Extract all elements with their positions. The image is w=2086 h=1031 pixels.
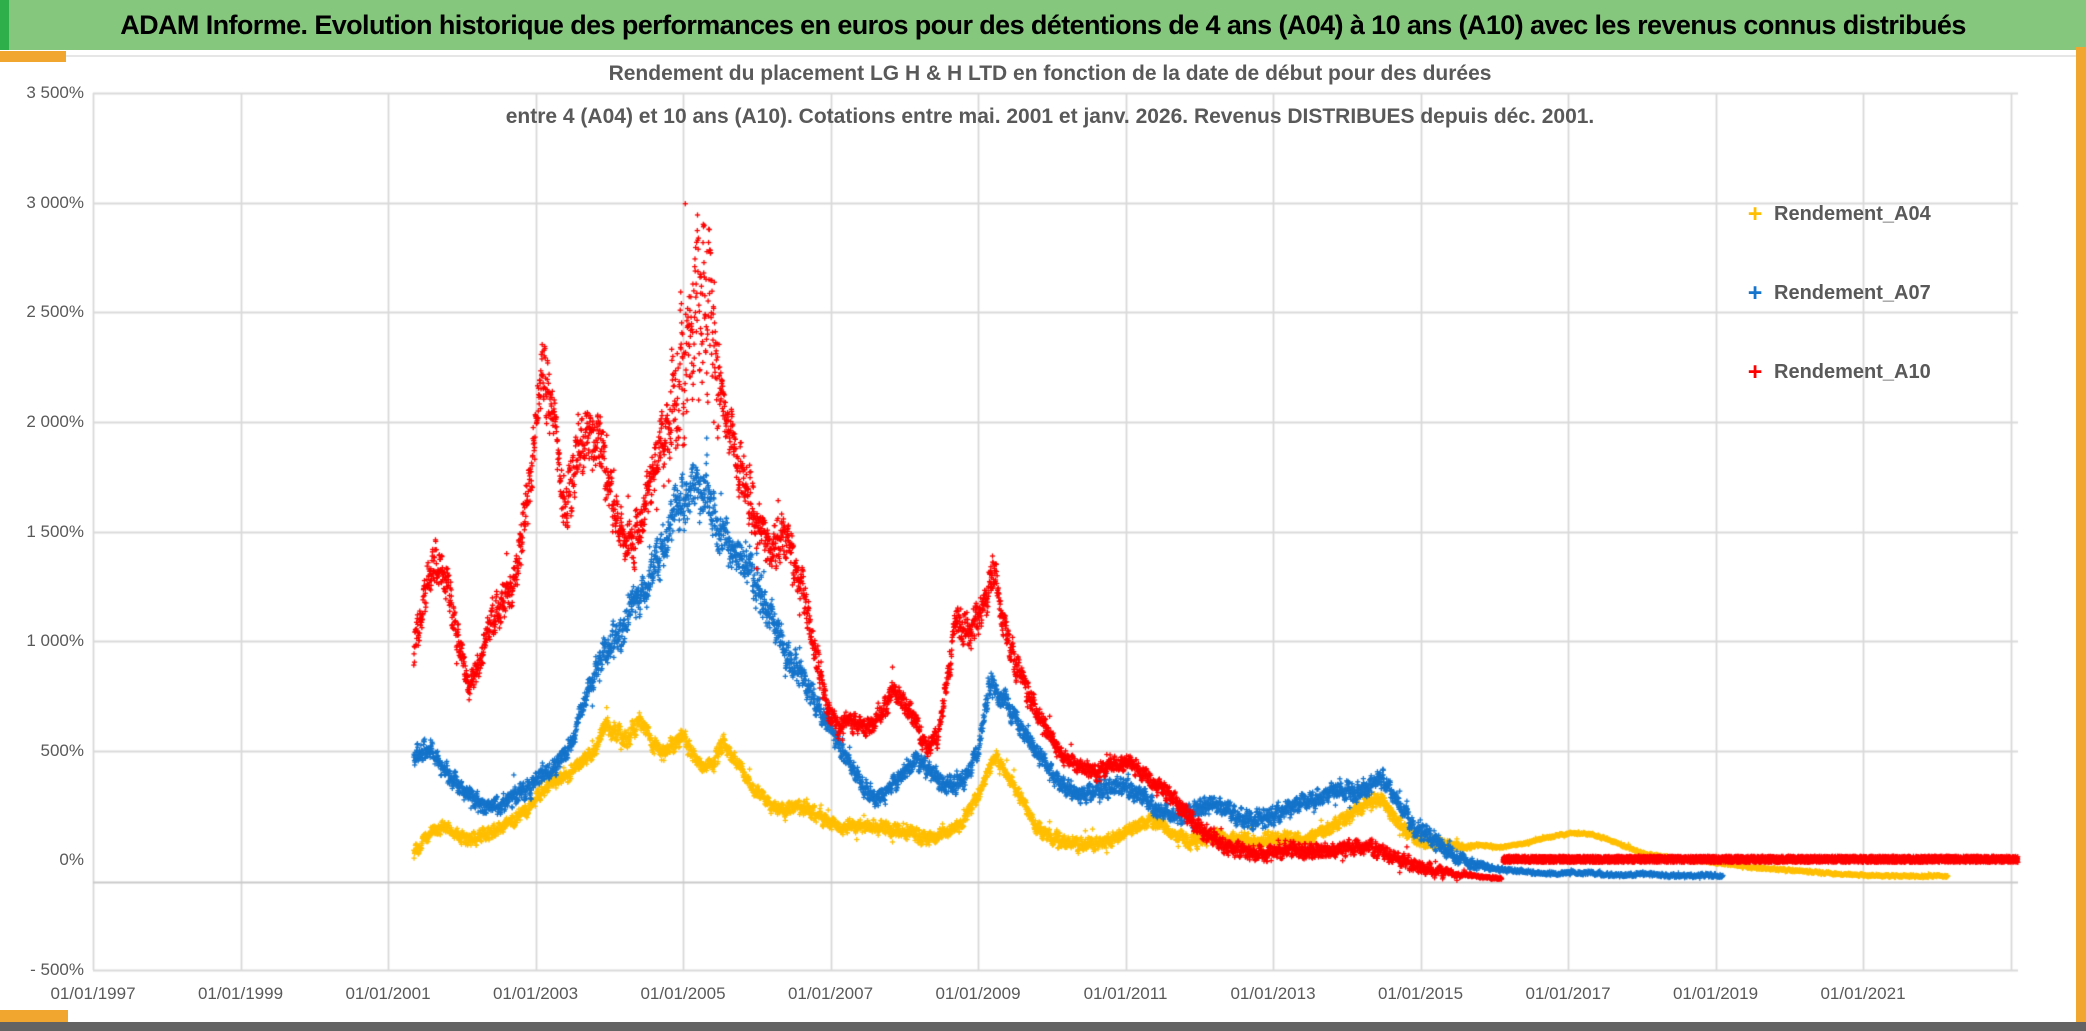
x-axis-tick-label: 01/01/2003 xyxy=(492,984,579,1003)
legend-item-rendement-a07[interactable]: + Rendement_A07 xyxy=(1742,275,1931,311)
legend-item-rendement-a04[interactable]: + Rendement_A04 xyxy=(1742,196,1931,232)
x-axis-tick-label: 01/01/2015 xyxy=(1377,984,1464,1003)
banner-left-accent xyxy=(0,0,9,50)
x-axis-tick-label: 01/01/1999 xyxy=(197,984,284,1003)
x-axis-tick-label: 01/01/2013 xyxy=(1230,984,1316,1003)
chart-title-line1: Rendement du placement LG H & H LTD en f… xyxy=(608,62,1492,85)
window-bottom-bar xyxy=(0,1022,2086,1031)
orange-corner-top xyxy=(0,51,66,62)
x-axis-tick-label: 01/01/1997 xyxy=(50,984,136,1003)
x-axis-tick-label: 01/01/2021 xyxy=(1820,984,1906,1003)
plus-marker-icon: + xyxy=(1747,200,1763,228)
header-separator xyxy=(0,50,2086,57)
plus-marker-icon: + xyxy=(1747,279,1763,307)
y-axis-tick-label: 1 500% xyxy=(26,521,84,541)
legend-label: Rendement_A04 xyxy=(1774,202,1931,225)
legend-item-rendement-a10[interactable]: + Rendement_A10 xyxy=(1742,354,1931,390)
y-axis-tick-label: 0% xyxy=(59,850,84,870)
y-axis-tick-label: 3 000% xyxy=(26,192,84,212)
banner: ADAM Informe. Evolution historique des p… xyxy=(0,0,2086,50)
plus-marker-icon: + xyxy=(1747,358,1763,386)
y-axis-tick-label: - 500% xyxy=(30,960,84,979)
orange-corner-bottom xyxy=(0,1010,68,1022)
orange-border-right xyxy=(2076,47,2086,1022)
y-axis-tick-label: 2 000% xyxy=(26,411,84,431)
y-axis-tick-label: 3 500% xyxy=(26,83,84,102)
y-axis-tick-label: 1 000% xyxy=(26,631,84,651)
y-axis-tick-label: 500% xyxy=(40,740,84,760)
x-axis-tick-label: 01/01/2007 xyxy=(787,984,874,1003)
x-axis-tick-label: 01/01/2009 xyxy=(935,984,1021,1003)
legend-label: Rendement_A07 xyxy=(1774,281,1931,304)
x-axis-tick-label: 01/01/2005 xyxy=(640,984,726,1003)
y-axis-tick-label: 2 500% xyxy=(26,302,84,322)
x-axis-tick-label: 01/01/2011 xyxy=(1083,984,1168,1003)
x-axis-tick-label: 01/01/2017 xyxy=(1525,984,1611,1003)
x-axis-tick-label: 01/01/2001 xyxy=(345,984,431,1003)
x-axis-tick-label: 01/01/2019 xyxy=(1672,984,1759,1003)
banner-title: ADAM Informe. Evolution historique des p… xyxy=(120,9,1966,40)
legend-label: Rendement_A10 xyxy=(1774,360,1931,383)
chart-title-line2: entre 4 (A04) et 10 ans (A10). Cotations… xyxy=(505,105,1595,128)
